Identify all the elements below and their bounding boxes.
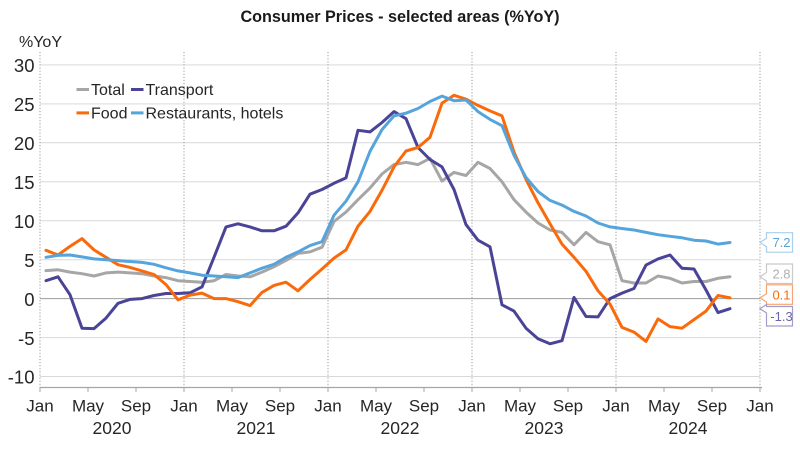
svg-text:0: 0 bbox=[24, 289, 34, 310]
svg-text:2024: 2024 bbox=[669, 418, 708, 438]
svg-text:25: 25 bbox=[14, 94, 35, 115]
svg-text:Sep: Sep bbox=[121, 397, 151, 416]
svg-text:Transport: Transport bbox=[146, 82, 214, 99]
svg-text:%YoY: %YoY bbox=[19, 34, 62, 51]
svg-text:20: 20 bbox=[14, 133, 35, 154]
svg-text:Restaurants, hotels: Restaurants, hotels bbox=[146, 105, 284, 122]
svg-text:7.2: 7.2 bbox=[772, 235, 790, 250]
svg-text:Jan: Jan bbox=[26, 397, 53, 416]
svg-text:May: May bbox=[648, 397, 681, 416]
svg-text:2022: 2022 bbox=[381, 418, 420, 438]
svg-text:Sep: Sep bbox=[265, 397, 295, 416]
svg-text:2021: 2021 bbox=[237, 418, 276, 438]
svg-text:Jan: Jan bbox=[602, 397, 629, 416]
svg-text:30: 30 bbox=[14, 55, 35, 76]
svg-text:2020: 2020 bbox=[93, 418, 132, 438]
svg-text:Total: Total bbox=[91, 82, 125, 99]
svg-text:0.1: 0.1 bbox=[772, 287, 790, 302]
svg-text:May: May bbox=[216, 397, 249, 416]
svg-text:May: May bbox=[360, 397, 393, 416]
svg-text:Sep: Sep bbox=[697, 397, 727, 416]
svg-text:Food: Food bbox=[91, 105, 127, 122]
svg-text:10: 10 bbox=[14, 211, 35, 232]
svg-text:-1.3: -1.3 bbox=[770, 309, 792, 324]
svg-text:-10: -10 bbox=[8, 367, 35, 388]
svg-text:-5: -5 bbox=[18, 328, 34, 349]
svg-text:Jan: Jan bbox=[458, 397, 485, 416]
svg-text:May: May bbox=[504, 397, 537, 416]
svg-text:15: 15 bbox=[14, 172, 35, 193]
svg-text:May: May bbox=[72, 397, 105, 416]
svg-text:5: 5 bbox=[24, 250, 34, 271]
svg-text:Sep: Sep bbox=[553, 397, 583, 416]
svg-text:Jan: Jan bbox=[170, 397, 197, 416]
svg-text:Jan: Jan bbox=[746, 397, 773, 416]
svg-text:Consumer Prices - selected are: Consumer Prices - selected areas (%YoY) bbox=[240, 8, 559, 26]
svg-text:Jan: Jan bbox=[314, 397, 341, 416]
svg-text:Sep: Sep bbox=[409, 397, 439, 416]
svg-text:2023: 2023 bbox=[525, 418, 564, 438]
svg-text:2.8: 2.8 bbox=[772, 267, 790, 282]
